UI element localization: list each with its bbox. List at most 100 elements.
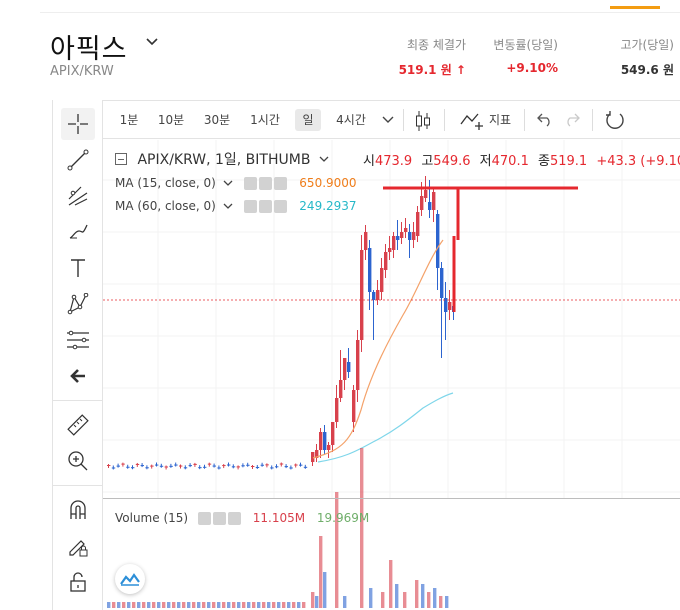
chevron-down-icon[interactable] — [382, 115, 394, 125]
candle-body — [265, 464, 269, 466]
candle-body — [121, 463, 125, 465]
chart-legend: APIX/KRW, 1일, BITHUMB — [115, 149, 329, 169]
volume-bar — [222, 602, 226, 608]
volume-value-2: 19.969M — [316, 511, 370, 525]
candle-chart-type-icon[interactable] — [414, 110, 432, 132]
candle-body — [311, 452, 315, 462]
ruler-tool-icon[interactable] — [61, 409, 95, 441]
volume-bar — [369, 588, 373, 608]
toolbar-divider — [444, 109, 445, 131]
interval-1h-button[interactable]: 1시간 — [250, 113, 280, 127]
volume-bar — [319, 536, 323, 608]
stat-value: 519.1 원 ↑ — [398, 63, 466, 77]
text-tool-icon[interactable] — [61, 252, 95, 284]
candle-body — [392, 236, 396, 250]
interval-1m-button[interactable]: 1분 — [119, 113, 139, 127]
volume-bar — [389, 560, 393, 608]
settings-icon[interactable] — [259, 200, 273, 213]
chevron-down-icon[interactable] — [223, 179, 233, 187]
volume-pane-divider[interactable] — [103, 498, 680, 499]
candle-body — [231, 466, 236, 468]
chevron-down-icon[interactable] — [146, 36, 158, 48]
candle-body — [404, 228, 408, 232]
interval-10m-button[interactable]: 10분 — [157, 113, 185, 127]
interval-4h-button[interactable]: 4시간 — [336, 113, 366, 127]
candle-body — [217, 467, 221, 469]
settings-icon[interactable] — [212, 512, 226, 525]
interval-1d-button[interactable]: 일 — [295, 109, 321, 131]
pitchfork-tool-icon[interactable] — [61, 180, 95, 212]
eye-icon[interactable] — [244, 200, 258, 213]
candle-body — [270, 467, 274, 469]
brush-tool-icon[interactable] — [61, 216, 95, 248]
interval-30m-button[interactable]: 30분 — [203, 113, 231, 127]
chart-logo-icon[interactable] — [115, 564, 145, 594]
close-icon[interactable] — [227, 512, 241, 525]
volume-bar — [247, 602, 251, 608]
candle-body — [327, 445, 331, 450]
price-chart[interactable]: APIX/KRW, 1일, BITHUMB 시473.9 고549.6 저470… — [103, 140, 680, 610]
stat-change-rate: 변동률(당일) +9.10% — [493, 36, 558, 75]
candle-body — [408, 232, 412, 240]
stat-label: 변동률(당일) — [493, 38, 558, 52]
lock-drawing-icon[interactable] — [61, 530, 95, 562]
close-icon[interactable] — [274, 200, 288, 213]
candle-body — [289, 467, 293, 469]
ma60-legend: MA (60, close, 0) 249.2937 — [115, 199, 357, 213]
coin-pair: APIX/KRW — [50, 64, 114, 79]
arrow-left-icon[interactable] — [61, 360, 95, 392]
chevron-down-icon[interactable] — [319, 155, 329, 163]
ohlc-open-label: 시 — [363, 154, 375, 169]
volume-bar — [360, 448, 364, 608]
volume-bar — [445, 596, 449, 608]
volume-bar — [172, 602, 176, 608]
trend-line-tool-icon[interactable] — [61, 144, 95, 176]
volume-bar — [152, 602, 156, 608]
indicator-icon[interactable] — [460, 110, 486, 130]
coin-name[interactable]: 아픽스 — [50, 34, 128, 65]
ma15-legend: MA (15, close, 0) 650.9000 — [115, 176, 357, 190]
chevron-down-icon[interactable] — [223, 202, 233, 210]
candle-body — [203, 466, 207, 468]
volume-bar — [287, 602, 291, 608]
volume-bar — [282, 602, 286, 608]
volume-bar — [302, 602, 306, 608]
ohlc-high: 549.6 — [433, 154, 471, 169]
settings-icon[interactable] — [259, 177, 273, 190]
volume-bar — [162, 602, 166, 608]
unlock-icon[interactable] — [61, 566, 95, 598]
candle-body — [315, 450, 319, 458]
volume-bar — [167, 602, 171, 608]
crosshair-tool-icon[interactable] — [61, 108, 95, 140]
refresh-icon[interactable] — [605, 110, 625, 130]
candle-body — [251, 466, 255, 468]
eye-icon[interactable] — [197, 512, 211, 525]
candle-body — [356, 340, 360, 390]
chart-canvas[interactable] — [103, 140, 680, 610]
candle-body — [384, 252, 388, 270]
tool-separator — [53, 485, 103, 486]
toolbar-divider — [403, 109, 404, 131]
indicator-button[interactable]: 지표 — [488, 113, 512, 127]
pattern-tool-icon[interactable] — [61, 288, 95, 320]
candle-body — [164, 466, 168, 468]
candle-body — [420, 196, 424, 210]
volume-bar — [403, 592, 407, 608]
magnet-icon[interactable] — [61, 494, 95, 526]
fib-tool-icon[interactable] — [61, 324, 95, 356]
candle-body — [116, 465, 120, 467]
eye-icon[interactable] — [244, 177, 258, 190]
redo-icon[interactable] — [564, 113, 580, 127]
candle-body — [436, 214, 440, 268]
ohlc-open: 473.9 — [374, 154, 413, 169]
zoom-in-icon[interactable] — [61, 445, 95, 477]
undo-icon[interactable] — [537, 113, 553, 127]
candle-body — [135, 463, 140, 465]
collapse-icon[interactable] — [115, 153, 127, 165]
volume-bar — [112, 602, 116, 608]
volume-bar — [292, 602, 296, 608]
candle-body — [131, 467, 135, 469]
ohlc-readout: 시473.9 고549.6 저470.1 종519.1 +43.3 (+9.10… — [363, 150, 680, 169]
close-icon[interactable] — [274, 177, 288, 190]
header-accent-bar — [610, 6, 660, 9]
